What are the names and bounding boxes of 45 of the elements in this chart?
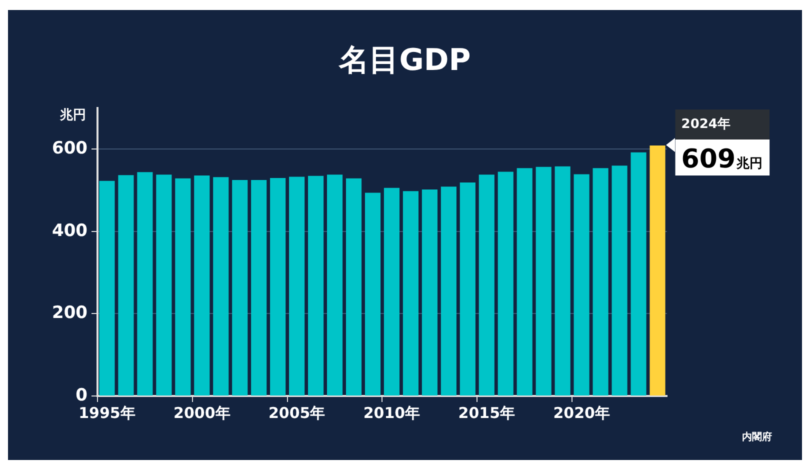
bar — [422, 189, 438, 396]
x-tick-label: 2020年 — [553, 404, 610, 422]
bar — [99, 180, 115, 396]
bar — [232, 180, 248, 396]
y-axis-title: 兆円 — [60, 107, 86, 124]
bar — [213, 177, 229, 396]
text: 2024年 — [681, 116, 730, 132]
bar — [498, 172, 514, 396]
x-tick-label: 2005年 — [268, 404, 326, 422]
x-tick-label: 2000年 — [174, 404, 230, 422]
bar — [574, 174, 590, 396]
bar — [478, 174, 494, 396]
bar — [460, 182, 476, 396]
bar — [118, 175, 134, 396]
bar — [364, 192, 381, 396]
data-label: 609兆円 — [681, 144, 763, 174]
y-tick-label: 200 — [52, 303, 88, 324]
bar — [592, 168, 608, 396]
bar — [289, 176, 305, 396]
bar — [650, 145, 666, 396]
bar — [156, 174, 172, 396]
text: 内閣府 — [742, 430, 772, 444]
bar — [194, 175, 210, 396]
bar — [251, 180, 267, 396]
bar — [612, 166, 628, 396]
bar — [308, 176, 324, 396]
y-tick-label: 600 — [52, 138, 88, 159]
chart-title: 名目GDP — [338, 42, 472, 80]
bar — [440, 186, 456, 396]
bar — [175, 178, 191, 396]
x-tick-label: 2015年 — [458, 404, 516, 422]
bar — [327, 174, 343, 396]
y-tick-label: 0 — [76, 385, 88, 406]
bar — [384, 188, 400, 396]
bar — [346, 178, 362, 396]
bar — [516, 168, 532, 396]
bar — [554, 166, 570, 396]
bar — [137, 172, 153, 396]
bar — [402, 191, 418, 396]
x-tick-label: 1995年 — [78, 404, 136, 422]
y-tick-label: 400 — [52, 220, 88, 241]
bar — [536, 166, 552, 396]
bar — [270, 178, 286, 396]
bar — [630, 152, 646, 396]
x-tick-label: 2010年 — [363, 404, 420, 422]
